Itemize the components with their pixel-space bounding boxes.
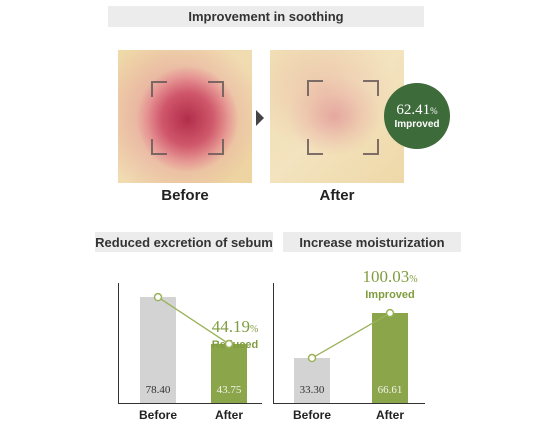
moisture-category-after: After — [375, 408, 404, 422]
sebum-title: Reduced excretion of sebum — [95, 234, 273, 250]
moisture-value-after: 66.61 — [377, 384, 403, 396]
sebum-bar-after — [211, 343, 247, 403]
sebum-value-before: 78.40 — [145, 384, 171, 396]
moisture-title: Increase moisturization — [299, 234, 445, 250]
moisture-category-before: Before — [292, 408, 331, 422]
soothing-title-banner: Improvement in soothing — [108, 6, 424, 27]
sebum-title-banner: Reduced excretion of sebum — [95, 232, 273, 252]
frame-corner-bl — [307, 139, 323, 155]
sebum-change-value: 44.19% — [211, 317, 259, 336]
badge-text: Improved — [394, 118, 440, 130]
frame-corner-tr — [363, 80, 379, 96]
moisture-x-axis — [273, 403, 425, 404]
moisture-bar-before — [294, 358, 330, 403]
before-skin-photo — [118, 50, 252, 183]
moisture-change-text: Improved — [365, 289, 415, 301]
frame-corner-tr — [208, 81, 224, 97]
moisture-change-value: 100.03% — [362, 267, 418, 286]
sebum-change-label: 44.19% Reduced — [198, 317, 272, 352]
moisture-value-before: 33.30 — [299, 384, 325, 396]
moisture-y-axis — [273, 283, 274, 403]
frame-corner-tl — [307, 80, 323, 96]
sebum-x-axis — [118, 403, 262, 404]
badge-value: 62.41% — [396, 101, 438, 118]
frame-corner-tl — [151, 81, 167, 97]
frame-corner-br — [363, 139, 379, 155]
moisture-title-banner: Increase moisturization — [283, 232, 461, 252]
soothing-title: Improvement in soothing — [188, 9, 344, 24]
sebum-category-before: Before — [138, 408, 177, 422]
sebum-y-axis — [118, 283, 119, 403]
moisture-change-label: 100.03% Improved — [351, 267, 429, 302]
frame-corner-bl — [151, 139, 167, 155]
after-skin-photo — [270, 50, 404, 183]
sebum-change-text: Reduced — [211, 339, 259, 351]
sebum-category-after: After — [214, 408, 243, 422]
before-photo-label: Before — [161, 187, 209, 204]
improvement-badge: 62.41% Improved — [384, 83, 450, 149]
frame-corner-br — [208, 139, 224, 155]
after-photo-label: After — [319, 187, 355, 204]
sebum-value-after: 43.75 — [216, 384, 242, 396]
